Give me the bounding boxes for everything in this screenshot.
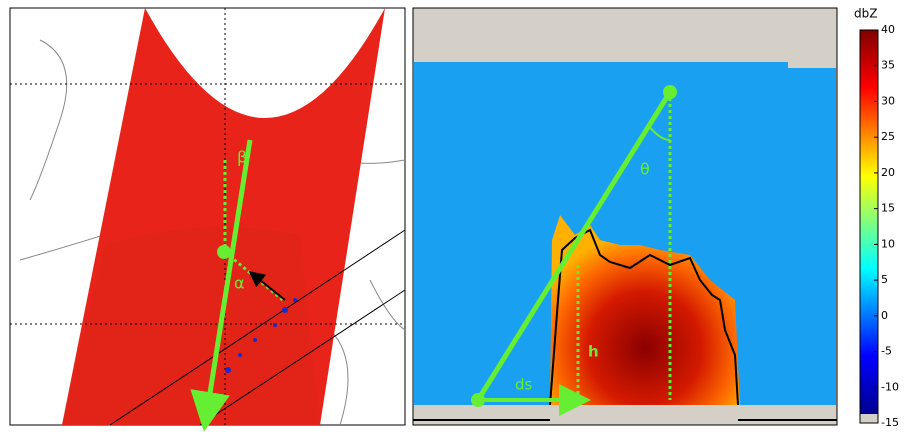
colorbar-label: dbZ — [854, 7, 877, 21]
colorbar: dbZ 40 35 30 25 20 15 10 5 0 -5 -10 -15 — [854, 7, 899, 430]
colorbar-tick-label: 15 — [881, 202, 895, 215]
annotation-alpha: α — [234, 274, 245, 293]
colorbar-tick-label: 35 — [881, 59, 895, 72]
annotation-beta: β — [237, 148, 247, 167]
colorbar-tick-label: 5 — [881, 273, 888, 286]
colorbar-tick-label: 30 — [881, 94, 895, 107]
colorbar-tick-label: 40 — [881, 23, 895, 36]
colorbar-tick-label: 20 — [881, 166, 895, 179]
colorbar-tick-label: -15 — [881, 416, 899, 429]
colorbar-tick-label: 25 — [881, 130, 895, 143]
colorbar-tick-label: 10 — [881, 237, 895, 250]
annotation-ds: ds — [515, 376, 533, 394]
figure: β α θ ds h dbZ 40 35 30 25 20 15 10 5 0 -5 -10 -15 — [0, 0, 909, 434]
annotation-theta: θ — [640, 160, 650, 179]
annotation-h: h — [588, 343, 599, 361]
map-panel: β α — [10, 8, 405, 425]
colorbar-tick-label: -5 — [881, 345, 892, 358]
colorbar-tick-label: 0 — [881, 309, 888, 322]
colorbar-tick-label: -10 — [881, 380, 899, 393]
profile-panel: θ ds h — [413, 8, 837, 425]
